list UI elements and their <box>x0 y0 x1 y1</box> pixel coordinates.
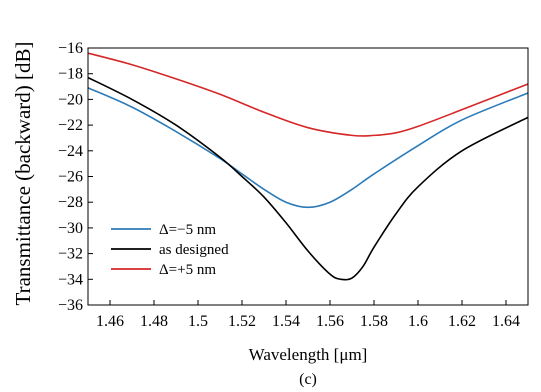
x-tick-label: 1.58 <box>360 313 388 330</box>
y-tick-label: −18 <box>58 66 83 83</box>
series-line-2 <box>88 52 528 137</box>
y-tick-label: −28 <box>58 194 83 211</box>
x-tick-label: 1.62 <box>448 313 476 330</box>
y-tick-label: −26 <box>58 169 83 186</box>
y-tick-label: −32 <box>58 246 83 263</box>
legend-label-0: Δ=−5 nm <box>159 222 216 238</box>
figure-caption: (c) <box>299 371 317 388</box>
series-line-0 <box>88 87 528 209</box>
x-tick-label: 1.54 <box>272 313 300 330</box>
y-tick-label: −30 <box>58 220 83 237</box>
x-tick-label: 1.6 <box>408 313 428 330</box>
y-tick-label: −36 <box>58 297 83 314</box>
y-tick-label: −16 <box>58 40 83 57</box>
y-axis-title: Transmittance (backward) [dB] <box>11 42 35 306</box>
series-layer <box>88 52 528 281</box>
x-tick-label: 1.64 <box>492 313 520 330</box>
y-tick-label: −24 <box>58 143 83 160</box>
x-tick-label: 1.46 <box>96 313 124 330</box>
x-tick-label: 1.5 <box>188 313 208 330</box>
x-axis-title: Wavelength [μm] <box>249 345 368 364</box>
series-line-1 <box>88 76 528 281</box>
x-tick-label: 1.52 <box>228 313 256 330</box>
y-tick-label: −34 <box>58 271 83 288</box>
x-tick-label: 1.56 <box>316 313 344 330</box>
y-tick-label: −20 <box>58 91 83 108</box>
legend: Δ=−5 nm as designed Δ=+5 nm <box>111 222 229 278</box>
legend-label-1: as designed <box>159 242 229 258</box>
plot-frame <box>87 47 529 306</box>
y-tick-label: −22 <box>58 117 83 134</box>
ticks-layer: 1.46 1.48 1.5 1.52 1.54 1.56 1.58 1.6 1.62 1.64 −3… <box>58 40 520 330</box>
x-tick-label: 1.48 <box>140 313 168 330</box>
legend-label-2: Δ=+5 nm <box>159 262 216 278</box>
